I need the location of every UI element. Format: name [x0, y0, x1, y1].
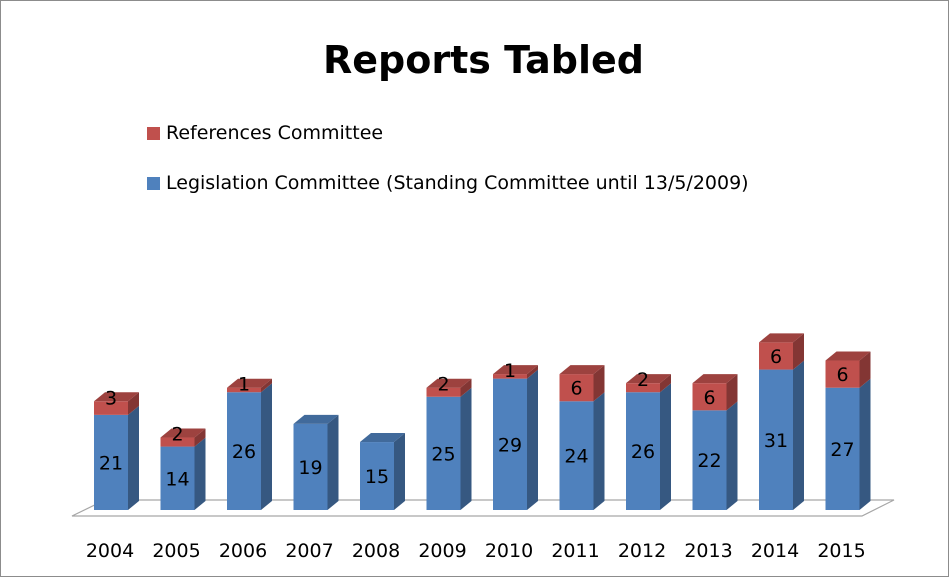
bar-side-legislation-2006 — [261, 383, 272, 510]
bar-references-2013 — [692, 383, 727, 411]
bar-legislation-2010 — [493, 378, 527, 510]
bar-top-references-2013 — [692, 374, 738, 384]
bar-side-references-2010 — [527, 365, 538, 379]
bar-side-references-2014 — [793, 333, 804, 370]
bar-references-2011 — [559, 374, 594, 402]
bar-top-legislation-2007 — [293, 414, 339, 424]
bar-top-references-2009 — [426, 378, 472, 388]
data-label-references-2014: 6 — [770, 346, 782, 368]
data-label-legislation-2010: 29 — [498, 434, 522, 456]
data-label-references-2006: 1 — [238, 374, 250, 396]
bar-legislation-2013 — [692, 410, 727, 510]
data-label-legislation-2013: 22 — [697, 450, 721, 472]
bar-side-references-2004 — [128, 392, 139, 415]
data-label-legislation-2012: 26 — [631, 441, 655, 463]
bar-side-references-2013 — [726, 374, 738, 411]
x-tick-label-2014: 2014 — [751, 540, 799, 562]
legend-item-legislation: Legislation Committee (Standing Committe… — [147, 172, 749, 194]
bar-side-legislation-2008 — [394, 433, 405, 510]
data-label-legislation-2014: 31 — [764, 430, 788, 452]
x-tick-label-2005: 2005 — [152, 540, 200, 562]
bar-side-legislation-2007 — [327, 414, 339, 510]
bar-references-2005 — [160, 437, 195, 447]
x-tick-label-2011: 2011 — [551, 540, 599, 562]
x-tick-label-2015: 2015 — [817, 540, 865, 562]
bar-side-references-2011 — [593, 365, 605, 402]
data-label-references-2012: 2 — [637, 369, 649, 391]
bar-legislation-2011 — [559, 401, 594, 510]
data-label-references-2015: 6 — [836, 364, 848, 386]
bar-references-2012 — [626, 383, 660, 393]
data-label-legislation-2009: 25 — [431, 443, 455, 465]
bar-top-legislation-2008 — [360, 433, 405, 443]
x-tick-label-2008: 2008 — [352, 540, 400, 562]
bar-top-references-2004 — [94, 392, 139, 402]
x-tick-label-2004: 2004 — [86, 540, 134, 562]
bar-legislation-2009 — [426, 396, 461, 510]
bar-legislation-2005 — [160, 446, 195, 510]
bar-side-references-2015 — [859, 351, 871, 388]
bar-side-legislation-2004 — [128, 405, 139, 510]
bar-side-references-2012 — [660, 374, 671, 393]
bar-legislation-2004 — [94, 414, 128, 510]
x-tick-label-2010: 2010 — [485, 540, 533, 562]
chart-title: Reports Tabled — [323, 38, 644, 82]
bar-top-references-2006 — [227, 378, 272, 388]
bar-top-references-2015 — [825, 351, 871, 361]
data-label-references-2004: 3 — [105, 387, 117, 409]
bar-side-legislation-2013 — [726, 401, 738, 510]
legend-swatch-legislation — [147, 176, 160, 190]
bar-side-legislation-2014 — [793, 360, 804, 510]
bar-top-references-2005 — [160, 428, 206, 438]
bar-top-references-2012 — [626, 374, 671, 384]
data-label-legislation-2005: 14 — [165, 468, 189, 490]
bar-side-legislation-2005 — [194, 437, 206, 510]
bar-side-legislation-2010 — [527, 369, 538, 510]
bar-references-2004 — [94, 401, 128, 415]
data-label-legislation-2007: 19 — [298, 457, 322, 479]
bar-references-2015 — [825, 360, 860, 388]
data-label-references-2005: 2 — [171, 424, 183, 446]
x-tick-label-2009: 2009 — [418, 540, 466, 562]
bar-legislation-2012 — [626, 392, 660, 510]
bar-references-2014 — [759, 342, 793, 370]
bar-legislation-2015 — [825, 387, 860, 510]
data-label-references-2009: 2 — [437, 374, 449, 396]
x-tick-label-2013: 2013 — [684, 540, 732, 562]
data-label-legislation-2004: 21 — [99, 452, 123, 474]
data-label-references-2013: 6 — [703, 387, 715, 409]
legend-swatch-references — [147, 126, 160, 140]
bar-side-references-2006 — [261, 378, 272, 393]
bar-side-legislation-2011 — [593, 392, 605, 510]
bar-side-legislation-2015 — [859, 378, 871, 510]
bar-references-2006 — [227, 387, 261, 393]
data-label-legislation-2011: 24 — [564, 446, 588, 468]
data-label-legislation-2008: 15 — [365, 466, 389, 488]
data-label-references-2010: 1 — [504, 360, 516, 382]
bar-legislation-2014 — [759, 369, 793, 510]
x-tick-label-2007: 2007 — [285, 540, 333, 562]
bar-side-references-2005 — [194, 428, 206, 447]
bar-legislation-2007 — [293, 423, 328, 510]
bar-side-legislation-2012 — [660, 383, 671, 510]
bar-top-references-2011 — [559, 365, 605, 375]
bar-side-references-2009 — [460, 378, 472, 397]
bar-side-legislation-2009 — [460, 387, 472, 510]
legend-label-references: References Committee — [166, 122, 384, 144]
bar-top-references-2010 — [493, 365, 538, 375]
legend-label-legislation: Legislation Committee (Standing Committe… — [166, 172, 749, 194]
bar-references-2010 — [493, 374, 527, 379]
data-label-legislation-2006: 26 — [232, 441, 256, 463]
data-label-references-2011: 6 — [570, 378, 582, 400]
data-label-legislation-2015: 27 — [830, 439, 854, 461]
legend-item-references: References Committee — [147, 122, 383, 144]
x-tick-label-2006: 2006 — [219, 540, 267, 562]
bar-top-references-2014 — [759, 333, 804, 343]
bar-legislation-2008 — [360, 442, 394, 510]
bar-legislation-2006 — [227, 392, 261, 510]
x-tick-label-2012: 2012 — [618, 540, 666, 562]
bar-references-2009 — [426, 387, 461, 397]
